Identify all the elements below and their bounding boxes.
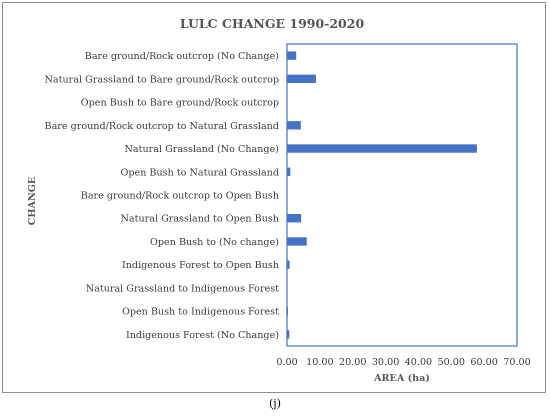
x-tick-label: 20.00	[339, 357, 366, 368]
bar-1	[287, 51, 297, 60]
category-label: Open Bush to (No change)	[150, 237, 279, 248]
bars-group	[287, 51, 477, 339]
category-labels-group: Bare ground/Rock outcrop (No Change) Natu…	[45, 51, 280, 341]
category-label: Open Bush to Natural Grassland	[121, 167, 279, 178]
category-label: Natural Grassland to Bare ground/Rock ou…	[45, 74, 279, 85]
bar-10	[287, 260, 290, 269]
category-label: Open Bush to Indigenous Forest	[122, 307, 279, 318]
category-label: Indigenous Forest to Open Bush	[122, 260, 279, 271]
x-tick-label: 10.00	[306, 357, 333, 368]
x-tick-label: 40.00	[405, 357, 432, 368]
chart-frame: LULC CHANGE 1990-2020 CHANGE AREA (ha) B…	[2, 2, 546, 393]
category-label: Natural Grassland to Indigenous Forest	[86, 283, 279, 294]
category-label: Open Bush to Bare ground/Rock outcrop	[81, 98, 279, 109]
x-axis-title: AREA (ha)	[373, 373, 430, 384]
chart-title: LULC CHANGE 1990-2020	[180, 16, 365, 31]
bar-2	[287, 74, 316, 84]
bar-5	[287, 144, 477, 153]
category-label: Natural Grassland to Open Bush	[121, 214, 279, 225]
x-tick-label: 60.00	[470, 357, 497, 368]
category-label: Bare ground/Rock outcrop to Open Bush	[81, 191, 279, 202]
bar-8	[287, 214, 302, 223]
bar-9	[287, 237, 307, 246]
plot-area	[286, 43, 518, 347]
x-tick-labels-group: 0.00 10.00 20.00 30.00 40.00 50.00 60.00 70.00	[276, 357, 530, 368]
bar-6	[287, 167, 291, 176]
category-label: Indigenous Forest (No Change)	[126, 330, 279, 341]
x-tick-label: 70.00	[503, 357, 530, 368]
category-label: Bare ground/Rock outcrop (No Change)	[85, 51, 279, 62]
x-tick-label: 50.00	[438, 357, 465, 368]
category-label: Natural Grassland (No Change)	[125, 144, 280, 155]
y-axis-title: CHANGE	[27, 177, 38, 225]
bar-12	[287, 306, 288, 316]
bar-4	[287, 121, 301, 130]
bar-13	[287, 330, 290, 339]
figure-caption: (j)	[269, 397, 281, 410]
x-tick-label: 30.00	[372, 357, 399, 368]
x-tick-label: 0.00	[276, 357, 297, 368]
category-label: Bare ground/Rock outcrop to Natural Gras…	[45, 121, 279, 132]
bar-chart: LULC CHANGE 1990-2020 CHANGE AREA (ha) B…	[27, 16, 531, 384]
